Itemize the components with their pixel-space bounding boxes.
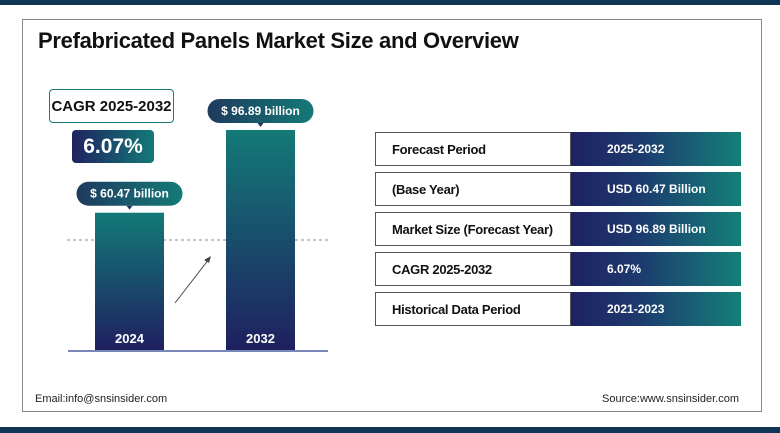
data-label: $ 96.89 billion — [221, 104, 300, 118]
table-row: Historical Data Period 2021-2023 — [375, 292, 741, 326]
row-value: 2025-2032 — [571, 132, 741, 166]
top-bar — [0, 0, 780, 5]
table-row: (Base Year) USD 60.47 Billion — [375, 172, 741, 206]
row-label: Market Size (Forecast Year) — [375, 212, 571, 246]
bar-2032 — [226, 130, 295, 350]
table-row: CAGR 2025-2032 6.07% — [375, 252, 741, 286]
row-label: Forecast Period — [375, 132, 571, 166]
table-row: Market Size (Forecast Year) USD 96.89 Bil… — [375, 212, 741, 246]
source-text: Source:www.snsinsider.com — [602, 393, 739, 405]
email-text: Email:info@snsinsider.com — [35, 393, 168, 405]
table-row: Forecast Period 2025-2032 — [375, 132, 741, 166]
data-label-bubble — [76, 181, 183, 206]
data-label: $ 60.47 billion — [90, 187, 169, 201]
cagr-value: 6.07% — [72, 130, 154, 163]
row-label: CAGR 2025-2032 — [375, 252, 571, 286]
bottom-bar — [0, 427, 780, 433]
bar-2024 — [95, 212, 164, 350]
growth-arrow-icon — [174, 256, 211, 304]
row-label: (Base Year) — [375, 172, 571, 206]
row-value: 2021-2023 — [571, 292, 741, 326]
row-value: 6.07% — [571, 252, 741, 286]
x-tick-label: 2024 — [115, 331, 145, 346]
page-title: Prefabricated Panels Market Size and Ove… — [38, 28, 519, 53]
row-value: USD 96.89 Billion — [571, 212, 741, 246]
frame — [22, 19, 762, 412]
cagr-label: CAGR 2025-2032 — [49, 89, 174, 123]
row-value: USD 60.47 Billion — [571, 172, 741, 206]
row-label: Historical Data Period — [375, 292, 571, 326]
x-tick-label: 2032 — [246, 331, 275, 346]
data-label-bubble — [207, 99, 314, 123]
